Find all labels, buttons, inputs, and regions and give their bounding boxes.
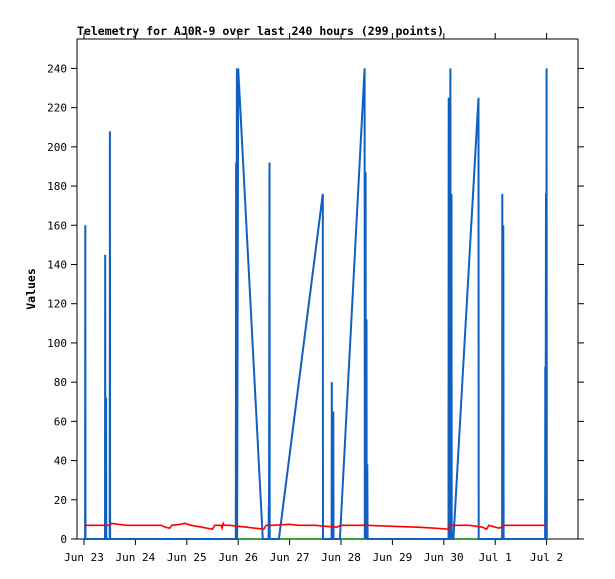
x-tick-label: Jul 1 [479,551,512,564]
y-tick-label: 220 [47,102,67,115]
x-tick-label: Jun 28 [321,551,361,564]
chart-title: Telemetry for AJ0R-9 over last 240 hours… [77,24,444,38]
x-tick-label: Jun 27 [270,551,310,564]
x-tick-label: Jun 25 [167,551,207,564]
x-tick-label: Jun 30 [424,551,464,564]
x-tick-label: Jun 24 [116,551,156,564]
y-tick-label: 0 [60,533,67,546]
x-tick-label: Jun 29 [373,551,413,564]
y-tick-label: 80 [54,376,67,389]
y-axis-label: Values [24,268,38,310]
y-tick-label: 100 [47,337,67,350]
series-line-0 [84,68,548,540]
series-line-1 [84,521,547,532]
x-tick-label: Jun 26 [218,551,258,564]
series-layer [84,68,548,540]
x-axis: Jun 23 Jun 24 Jun 25 Jun 26 Jun 27 Jun 28 Jun … [64,33,563,564]
y-tick-label: 180 [47,180,67,193]
y-tick-label: 140 [47,258,67,271]
y-tick-label: 200 [47,141,67,154]
y-tick-label: 20 [54,494,67,507]
y-tick-label: 40 [54,455,67,468]
y-axis: 0 20 40 60 80 100 120 140 160 180 200 220 240 [47,62,584,546]
y-tick-label: 240 [47,62,67,75]
y-tick-label: 120 [47,298,67,311]
x-tick-label: Jul 2 [530,551,563,564]
y-tick-label: 160 [47,219,67,232]
x-tick-label: Jun 23 [64,551,104,564]
y-tick-label: 60 [54,415,67,428]
